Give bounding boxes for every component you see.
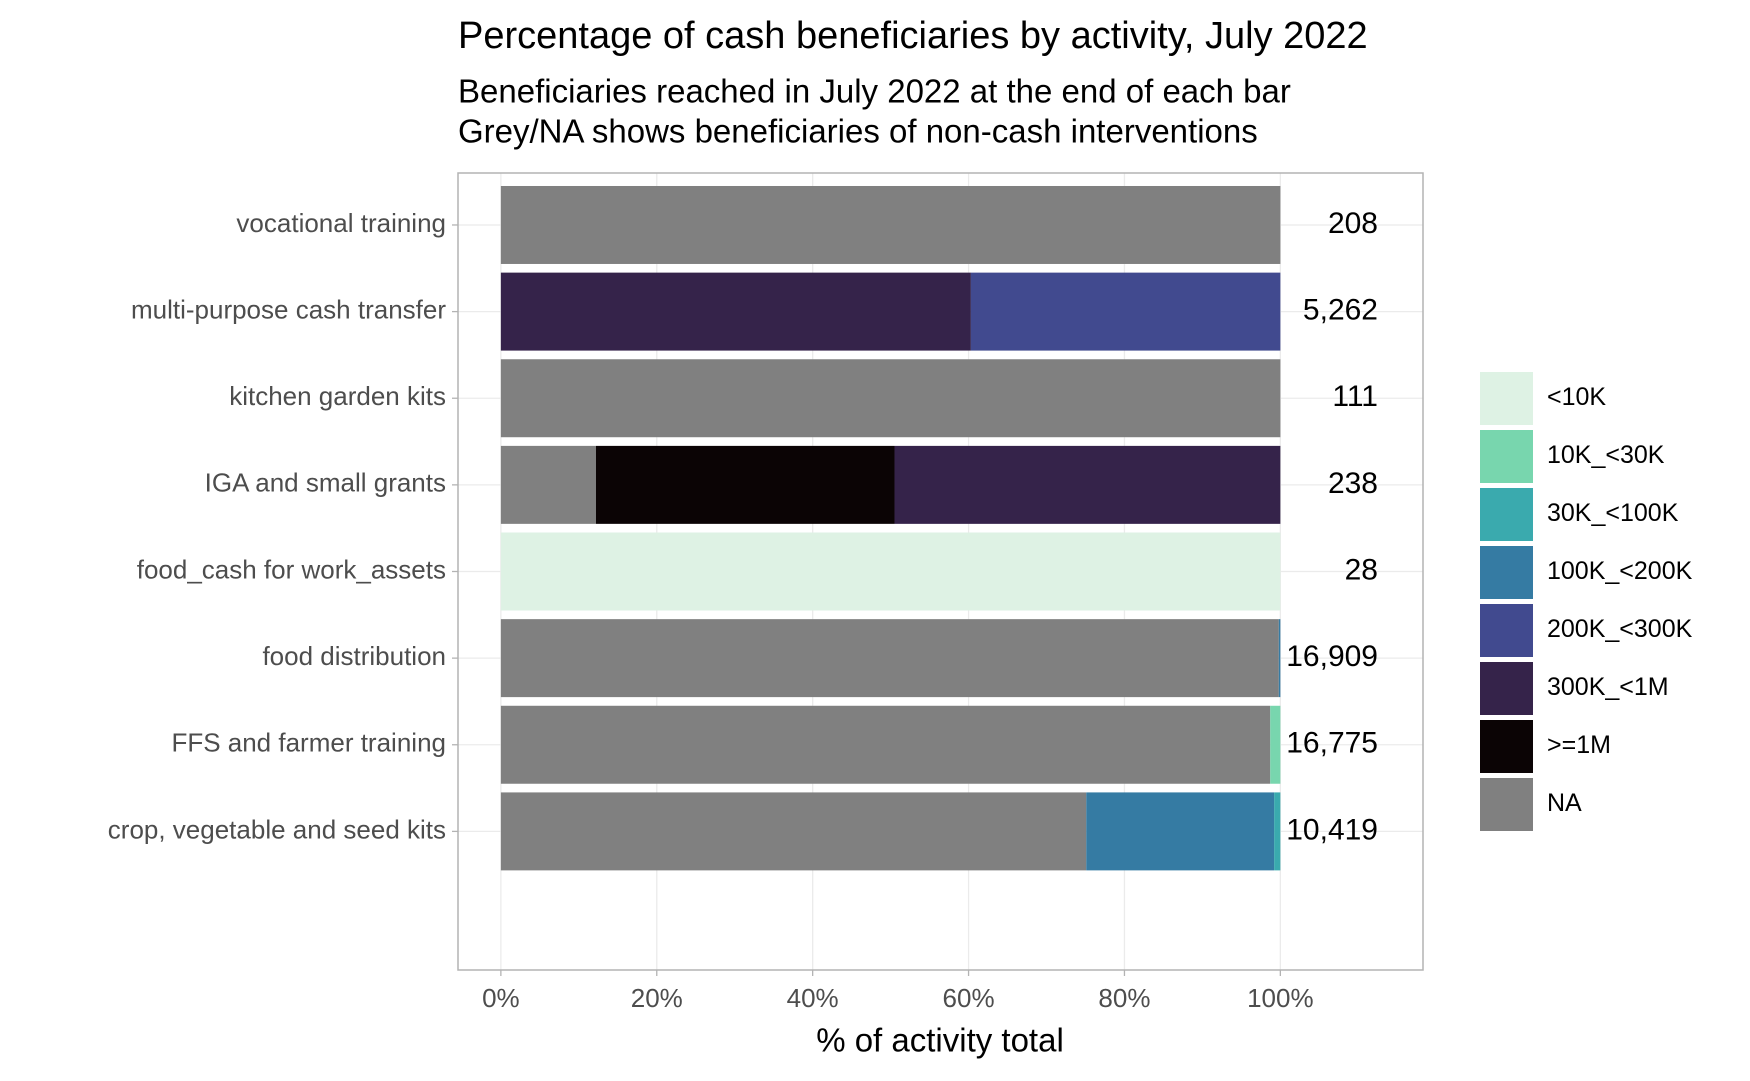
bar-segment (970, 272, 1281, 351)
y-tick-label: kitchen garden kits (229, 381, 446, 411)
y-tick-label: multi-purpose cash transfer (131, 294, 446, 324)
y-tick-label: IGA and small grants (205, 468, 446, 498)
legend-key (1480, 372, 1533, 425)
bar-segment (500, 445, 596, 524)
legend-key (1480, 604, 1533, 657)
end-label: 208 (1328, 207, 1378, 240)
x-tick-label: 0% (482, 983, 520, 1013)
end-label: 238 (1328, 467, 1378, 500)
legend-label: 10K_<30K (1547, 441, 1665, 469)
legend-key (1480, 720, 1533, 773)
legend-label: 300K_<1M (1547, 673, 1669, 701)
x-tick-label: 40% (787, 983, 839, 1013)
legend-label: NA (1547, 789, 1582, 817)
bar-segment (1086, 792, 1275, 871)
y-tick-label: crop, vegetable and seed kits (108, 814, 446, 844)
bar-segment (595, 445, 895, 524)
chart-subtitle: Beneficiaries reached in July 2022 at th… (458, 73, 1291, 110)
legend-label: 100K_<200K (1547, 557, 1693, 585)
end-label: 10,419 (1286, 813, 1378, 846)
legend-key (1480, 546, 1533, 599)
x-tick-label: 80% (1098, 983, 1150, 1013)
y-tick-label: vocational training (236, 208, 446, 238)
y-tick-label: food distribution (262, 641, 446, 671)
bar-segment (1274, 792, 1281, 871)
legend-label: <10K (1547, 383, 1606, 411)
end-label: 16,909 (1286, 640, 1378, 673)
end-label: 16,775 (1286, 727, 1378, 760)
end-label: 111 (1332, 380, 1378, 413)
chart-title: Percentage of cash beneficiaries by acti… (458, 15, 1368, 57)
legend-key (1480, 488, 1533, 541)
bar-segment (500, 619, 1279, 698)
bar-segment (500, 272, 971, 351)
bar-segment (500, 705, 1271, 784)
legend-key (1480, 662, 1533, 715)
bar-segment (1270, 705, 1281, 784)
end-label: 5,262 (1303, 294, 1378, 327)
chart-subtitle: Grey/NA shows beneficiaries of non-cash … (458, 113, 1258, 150)
panel-border (457, 172, 1424, 971)
bar-segment (894, 445, 1281, 524)
bar-segment (500, 532, 1281, 611)
bar-segment (500, 359, 1281, 438)
bar-segment (1278, 619, 1281, 698)
legend-key (1480, 430, 1533, 483)
legend-label: 200K_<300K (1547, 615, 1693, 643)
x-tick-label: 100% (1247, 983, 1314, 1013)
x-tick-label: 20% (631, 983, 683, 1013)
legend-label: >=1M (1547, 731, 1611, 759)
legend-label: 30K_<100K (1547, 499, 1679, 527)
x-axis-title: % of activity total (816, 1022, 1064, 1059)
legend-key (1480, 778, 1533, 831)
y-tick-label: FFS and farmer training (171, 728, 446, 758)
y-tick-label: food_cash for work_assets (137, 554, 446, 584)
end-label: 28 (1345, 553, 1378, 586)
bar-segment (500, 185, 1281, 264)
bar-segment (500, 792, 1087, 871)
x-tick-label: 60% (943, 983, 995, 1013)
